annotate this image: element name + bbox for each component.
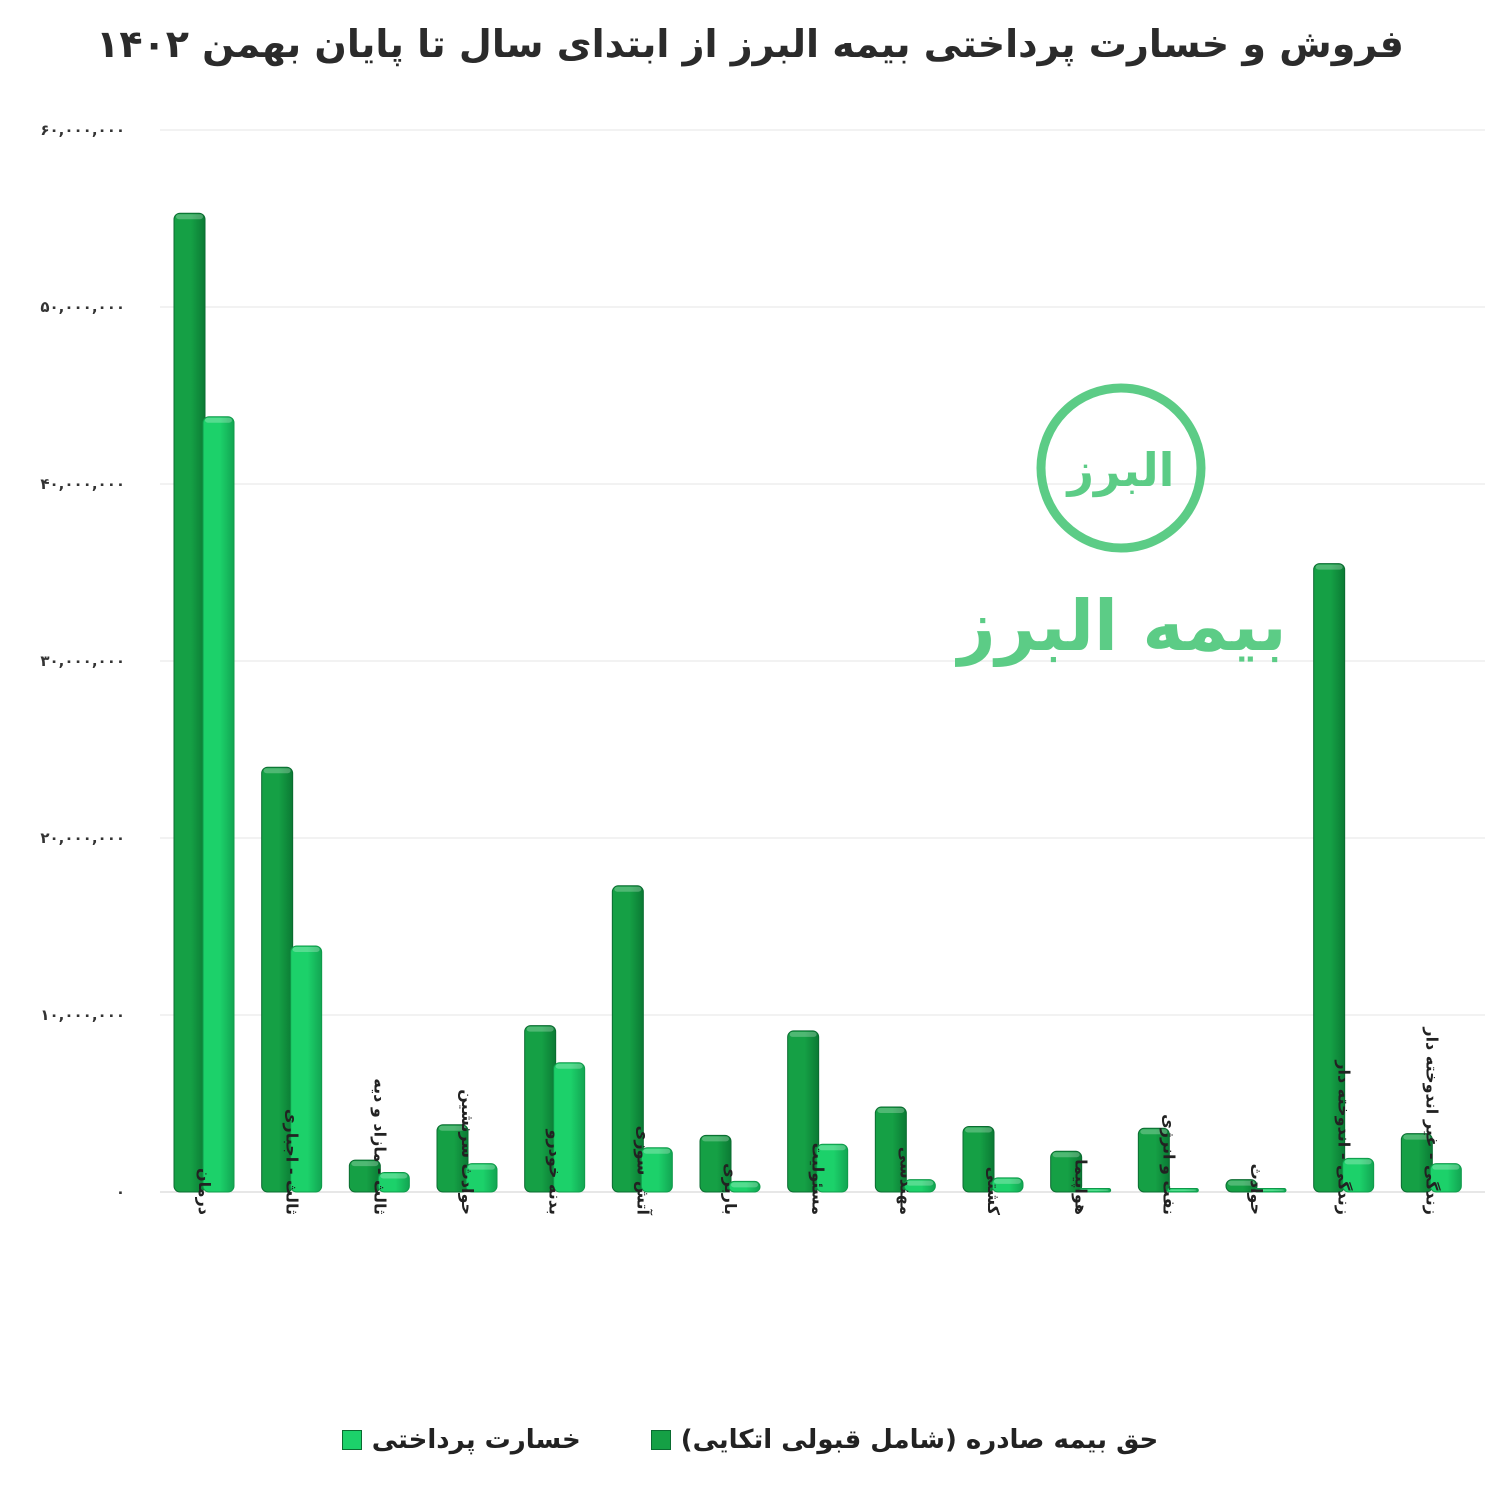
bar-claims (1429, 1163, 1462, 1193)
bar-claims (1079, 1187, 1112, 1193)
bar-highlight (1403, 1134, 1431, 1140)
x-tick-label: ثالث - مازاد و دیه (370, 1078, 389, 1215)
bar-highlight (818, 1145, 846, 1151)
y-tick-label: ۲۰,۰۰۰,۰۰۰ (40, 829, 125, 847)
logo-brand-text: بیمه البرز (955, 585, 1285, 667)
bar-highlight (1081, 1189, 1109, 1191)
logo-ring-icon (1036, 383, 1206, 553)
bar-highlight (965, 1127, 992, 1133)
bar-highlight (555, 1063, 583, 1069)
bar-claims (903, 1179, 936, 1193)
bar-premium (787, 1030, 820, 1193)
x-tick-label: مسئولیت (809, 1143, 828, 1215)
watermark-logo: البرز بیمه البرز (952, 380, 1287, 680)
bar-claims (1342, 1157, 1375, 1193)
bar-highlight (994, 1178, 1021, 1184)
x-tick-label: بدنه خودرو (546, 1129, 565, 1215)
legend-swatch-icon (650, 1430, 671, 1450)
y-tick-label: ۵۰,۰۰۰,۰۰۰ (40, 298, 125, 316)
bar-claims (728, 1180, 761, 1193)
bar-premium (611, 885, 644, 1193)
bar-highlight (439, 1125, 466, 1131)
bar-highlight (702, 1136, 729, 1142)
y-tick-label: ۱۰,۰۰۰,۰۰۰ (40, 1006, 125, 1024)
x-tick-label: باربری (721, 1163, 740, 1215)
bar-premium (874, 1106, 907, 1193)
x-tick-label: حوادث سرنشین (458, 1089, 477, 1215)
bar-claims (553, 1062, 586, 1193)
legend-swatch-icon (341, 1430, 362, 1450)
x-tick-label: ثالث - اجباری (283, 1109, 302, 1215)
legend-item: خسارت پرداختی (341, 1425, 581, 1455)
bar-premium (436, 1124, 469, 1193)
x-tick-label: درمان (195, 1168, 214, 1215)
bar-premium (962, 1126, 995, 1193)
bar-premium (1225, 1179, 1258, 1193)
bar-highlight (906, 1180, 934, 1186)
bar-claims (1254, 1187, 1287, 1193)
bar-claims (377, 1172, 410, 1193)
bar-highlight (380, 1173, 408, 1179)
y-tick-label: ۶۰,۰۰۰,۰۰۰ (40, 121, 125, 139)
bar-highlight (1315, 564, 1343, 570)
x-tick-label: زندگی - غیر اندوخته دار (1422, 1026, 1441, 1215)
x-tick-label: حوادث (1247, 1164, 1266, 1215)
x-tick-label: زندگی - اندوخته دار (1335, 1059, 1354, 1215)
bar-highlight (1257, 1189, 1284, 1191)
logo-badge-text: البرز (1066, 443, 1175, 497)
x-tick-label: آتش سوزی (633, 1126, 653, 1216)
bar-highlight (468, 1164, 495, 1170)
bar-highlight (789, 1031, 817, 1037)
bar-premium (1313, 563, 1346, 1193)
bar-highlight (1344, 1159, 1372, 1165)
bar-highlight (1052, 1152, 1080, 1158)
bar-claims (816, 1143, 849, 1193)
bar-highlight (614, 886, 642, 892)
bar-claims (640, 1147, 673, 1193)
bar-highlight (1169, 1189, 1197, 1191)
x-tick-label: مهندسی (896, 1147, 915, 1215)
bar-claims (991, 1177, 1024, 1193)
legend-label: خسارت پرداختی (371, 1425, 581, 1455)
bar-highlight (351, 1161, 379, 1167)
bar-highlight (292, 946, 320, 952)
page-title: فروش و خسارت پرداختی بیمه البرز از ابتدا… (96, 22, 1404, 66)
bar-highlight (176, 214, 203, 220)
bar-highlight (877, 1108, 905, 1114)
bar-highlight (526, 1026, 554, 1032)
bar-premium (1400, 1133, 1433, 1193)
bar-premium (699, 1134, 732, 1193)
bar-claims (202, 416, 235, 1193)
bar-premium (173, 212, 206, 1193)
bar-claims (465, 1163, 498, 1193)
bar-claims (290, 945, 323, 1193)
bar-highlight (205, 417, 232, 423)
bar-highlight (731, 1182, 758, 1188)
y-tick-label: ۳۰,۰۰۰,۰۰۰ (40, 652, 125, 670)
bar-highlight (1140, 1129, 1168, 1135)
bar-highlight (263, 768, 291, 774)
chart-legend: حق بیمه صادره (شامل قبولی اتکایی) خسارت پ… (0, 1425, 1500, 1455)
y-tick-label: ۰ (116, 1183, 125, 1201)
bar-premium (1050, 1150, 1083, 1193)
y-tick-label: ۴۰,۰۰۰,۰۰۰ (40, 475, 125, 493)
x-tick-label: هواپیما (1071, 1159, 1091, 1215)
bar-claims (1166, 1187, 1199, 1193)
x-tick-label: کشتی (984, 1167, 1003, 1216)
legend-item: حق بیمه صادره (شامل قبولی اتکایی) (650, 1425, 1159, 1455)
bar-highlight (643, 1148, 671, 1154)
bar-highlight (1432, 1164, 1460, 1170)
bar-highlight (1228, 1180, 1255, 1186)
legend-label: حق بیمه صادره (شامل قبولی اتکایی) (680, 1425, 1159, 1455)
bar-premium (1137, 1127, 1170, 1193)
x-tick-label: نفت و انرژی (1159, 1114, 1178, 1215)
